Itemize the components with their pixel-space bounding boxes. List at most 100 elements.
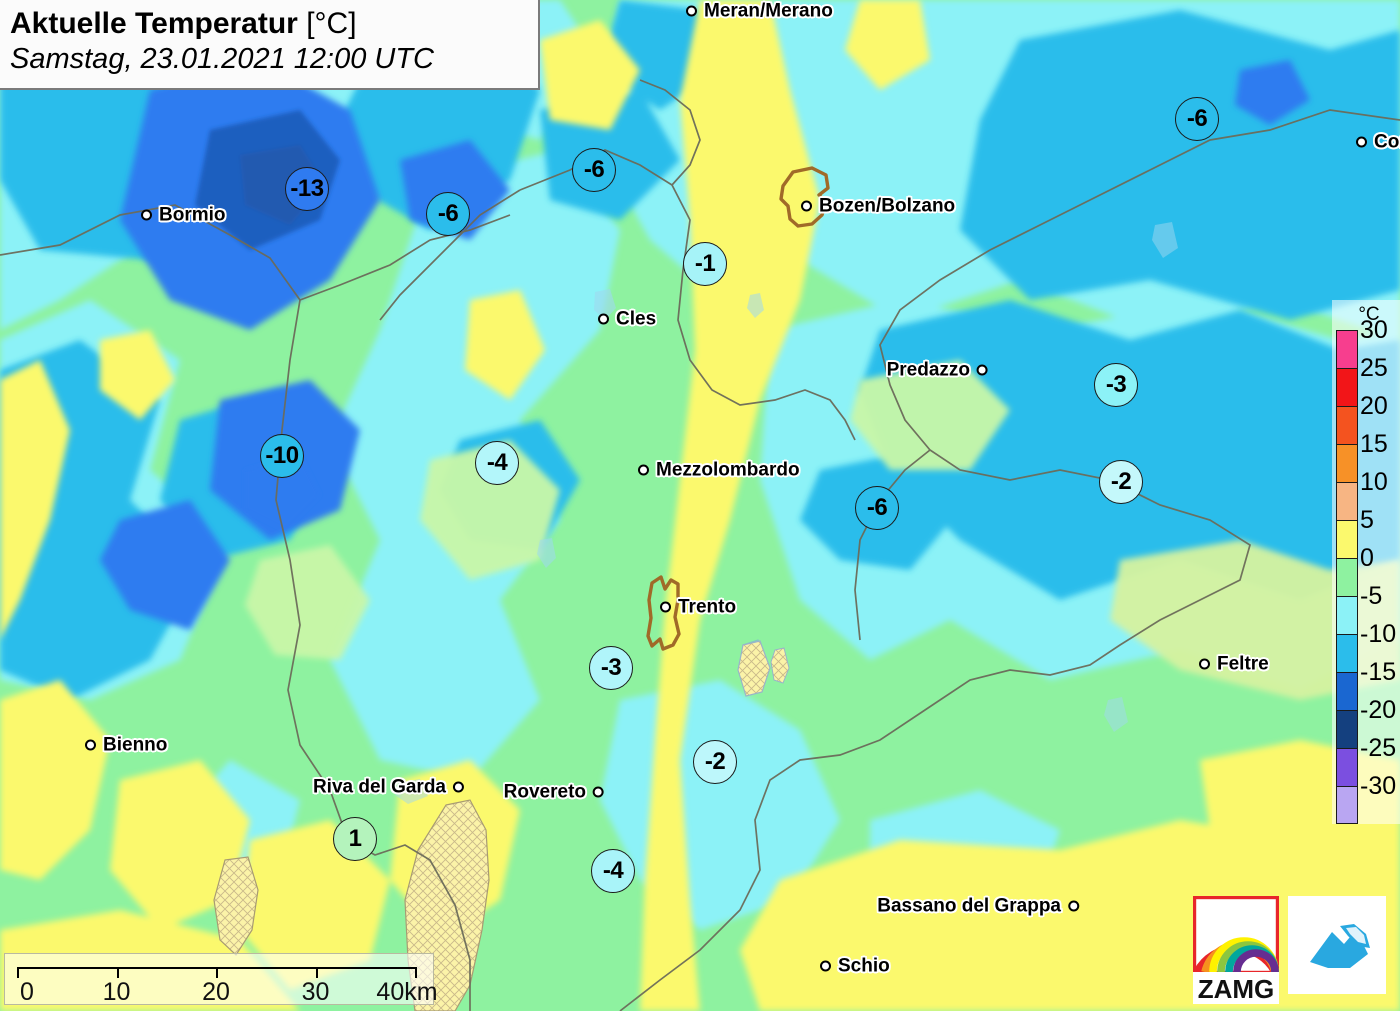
legend-label: -25 (1360, 734, 1397, 762)
city-marker-icon (977, 364, 988, 376)
station-temperature-marker[interactable]: -3 (1094, 363, 1138, 407)
legend-label: -30 (1360, 772, 1397, 800)
scale-tick (315, 967, 318, 978)
page-title: Aktuelle Temperatur [°C] (10, 6, 538, 42)
city-label: Cortina (1356, 133, 1400, 152)
scale-label: 10 (102, 978, 131, 1006)
city-label: Rovereto (504, 783, 604, 802)
legend-swatch (1336, 558, 1358, 596)
station-temperature-marker[interactable]: 1 (333, 817, 377, 861)
city-marker-icon (801, 200, 812, 212)
geosphere-logo[interactable] (1288, 896, 1386, 994)
legend-row: -5 (1332, 584, 1400, 634)
legend-label: 15 (1360, 430, 1388, 458)
city-name-text: Riva del Garda (312, 776, 446, 798)
scale-label: 30 (301, 978, 330, 1006)
legend-row: -10 (1332, 622, 1400, 672)
legend-row: 20 (1332, 394, 1400, 444)
legend-swatch (1336, 444, 1358, 482)
city-label: Bassano del Grappa (877, 897, 1079, 916)
city-label: Bienno (85, 736, 167, 755)
legend-label: -15 (1360, 658, 1397, 686)
scale-tick (17, 967, 19, 978)
station-temperature-marker[interactable]: -6 (855, 486, 899, 530)
city-name-text: Bassano del Grappa (877, 895, 1061, 917)
city-marker-icon (1199, 658, 1210, 670)
station-temperature-marker[interactable]: -6 (426, 192, 470, 236)
title-main-text: Aktuelle Temperatur (10, 7, 298, 40)
city-label: Schio (820, 957, 890, 976)
city-marker-icon (686, 5, 697, 17)
city-name-text: Predazzo (886, 359, 970, 381)
city-marker-icon (660, 601, 671, 613)
scale-tick (415, 967, 417, 978)
city-name-text: Bormio (159, 204, 226, 226)
legend-rows: 30 25 20 15 10 5 0 -5 -10 -15 -20 -25 -30 (1332, 318, 1400, 824)
city-label: Predazzo (887, 361, 988, 380)
city-name-text: Meran/Merano (704, 0, 833, 22)
station-temperature-marker[interactable]: -1 (683, 242, 727, 286)
legend-swatch (1336, 672, 1358, 710)
city-label: Cles (598, 310, 656, 329)
legend-label: 5 (1360, 506, 1374, 534)
zamg-logo[interactable]: ZAMG (1193, 896, 1280, 1004)
legend-row: 10 (1332, 470, 1400, 520)
legend-swatch (1336, 330, 1358, 368)
title-datetime: Samstag, 23.01.2021 12:00 UTC (10, 43, 434, 75)
station-temperature-marker[interactable]: -4 (475, 441, 519, 485)
temperature-legend[interactable]: °C 30 25 20 15 10 5 0 -5 -10 -15 -20 -25 -30 (1332, 300, 1400, 824)
scale-tick (216, 967, 218, 978)
station-temperature-marker[interactable]: -13 (285, 167, 329, 211)
legend-label: 10 (1360, 468, 1388, 496)
legend-swatch (1336, 596, 1358, 634)
legend-row: -15 (1332, 660, 1400, 710)
legend-label: -5 (1360, 582, 1383, 610)
legend-label: -20 (1360, 696, 1397, 724)
legend-swatch (1336, 748, 1358, 786)
city-name-text: Cles (616, 308, 657, 330)
legend-row: -20 (1332, 698, 1400, 748)
city-label: Trento (660, 598, 736, 617)
legend-label: -10 (1360, 620, 1397, 648)
scale-label: 40km (376, 978, 438, 1006)
city-name-text: Bienno (103, 734, 168, 756)
city-name-text: Bozen/Bolzano (819, 195, 956, 217)
city-marker-icon (598, 313, 609, 325)
legend-row: 5 (1332, 508, 1400, 558)
city-label: Feltre (1199, 655, 1269, 674)
city-label: Mezzolombardo (638, 461, 800, 480)
station-temperature-marker[interactable]: -2 (1099, 460, 1143, 504)
station-temperature-marker[interactable]: -6 (1175, 97, 1219, 141)
city-marker-icon (1068, 900, 1079, 912)
legend-swatch (1336, 710, 1358, 748)
station-temperature-marker[interactable]: -6 (572, 148, 616, 192)
legend-swatch (1336, 482, 1358, 520)
city-marker-icon (1356, 136, 1367, 148)
city-name-text: Mezzolombardo (656, 459, 800, 481)
station-temperature-marker[interactable]: -4 (591, 849, 635, 893)
legend-row: 0 (1332, 546, 1400, 596)
legend-label: 20 (1360, 392, 1388, 420)
city-name-text: Feltre (1217, 653, 1269, 675)
legend-row: 30 (1332, 318, 1400, 368)
city-marker-icon (593, 786, 604, 798)
scale-label: 0 (20, 978, 34, 1006)
legend-label: 0 (1360, 544, 1374, 572)
legend-row: -25 (1332, 736, 1400, 786)
city-name-text: Trento (678, 596, 737, 618)
legend-swatch (1336, 520, 1358, 558)
city-marker-icon (638, 464, 649, 476)
station-temperature-marker[interactable]: -10 (260, 434, 304, 478)
legend-row: -30 (1332, 774, 1400, 824)
city-name-text: Schio (838, 955, 890, 977)
scale-bar: 0 10 20 30 40km (4, 953, 438, 1006)
city-label: Meran/Merano (686, 2, 833, 21)
legend-swatch (1336, 786, 1358, 824)
legend-swatch (1336, 634, 1358, 672)
station-temperature-marker[interactable]: -3 (589, 646, 633, 690)
station-temperature-marker[interactable]: -2 (693, 740, 737, 784)
title-unit-text: [°C] (306, 7, 357, 40)
scale-label: 20 (202, 978, 230, 1006)
